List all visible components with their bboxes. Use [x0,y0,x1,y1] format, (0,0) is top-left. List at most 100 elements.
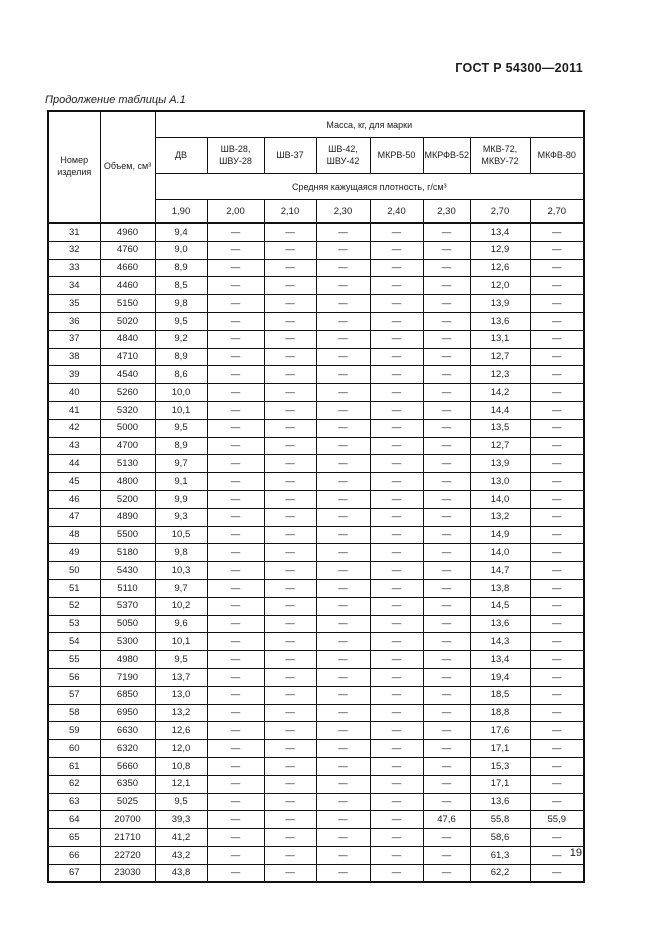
table-row: 38 4710 8,9— — — — —12,7— [47,347,585,367]
item-number-cell: 33 [47,258,101,278]
mass-cell: 8,9 [154,436,208,456]
mass-cell: — [422,721,471,741]
volume-cell: 20700 [99,810,156,830]
mass-cell: — [422,756,471,776]
mass-cell: 10,5 [154,525,208,545]
mass-cell: — [263,792,317,812]
mass-cell: 14,4 [469,400,531,420]
table-row: 57 6850 13,0— — — — —18,5— [47,685,585,705]
mass-cell: 10,8 [154,756,208,776]
mass-cell: 8,9 [154,347,208,367]
mass-cell: 43,8 [154,863,208,883]
table-row: 35 5150 9,8— — — — —13,9— [47,294,585,313]
table-row: 40 5260 10,0— — — — —14,2— [47,383,585,402]
mass-cell: — [315,347,371,367]
mass-cell: 14,3 [469,632,531,652]
volume-cell: 5000 [99,418,156,438]
mass-cell: — [369,400,424,420]
item-number-cell: 53 [47,614,101,634]
mass-cell: 13,6 [469,614,531,634]
mass-cell: — [422,276,471,296]
mass-cell: — [315,650,371,669]
item-number-cell: 48 [47,525,101,545]
item-number-cell: 45 [47,472,101,491]
volume-cell: 5200 [99,489,156,509]
mass-cell: — [422,383,471,402]
mass-cell: 47,6 [422,810,471,830]
mass-cell: — [315,329,371,349]
mass-cell: — [369,792,424,812]
mass-cell: 8,5 [154,276,208,296]
mass-cell: — [315,365,371,385]
mass-cell: — [369,845,424,865]
mass-cell: — [529,632,585,652]
mass-cell: — [315,578,371,598]
mass-cell: 12,0 [469,276,531,296]
mass-cell: — [422,828,471,847]
mass-cell: 13,4 [469,221,531,242]
item-number-cell: 67 [47,863,101,883]
mass-cell: — [369,828,424,847]
mass-cell: 12,6 [469,258,531,278]
mass-cell: — [315,667,371,687]
mass-cell: 8,6 [154,365,208,385]
mass-cell: — [206,525,265,545]
mass-cell: — [369,543,424,563]
item-number-cell: 34 [47,276,101,296]
mass-cell: 58,6 [469,828,531,847]
table-body: 31 4960 9,4— — — — —13,4—32 4760 9,0— — — — —12,9—33… [47,221,585,883]
mass-cell: — [206,365,265,385]
mass-cell: — [369,365,424,385]
mass-cell: — [422,863,471,883]
mass-cell: — [422,258,471,278]
mass-cell: — [529,507,585,527]
mass-cell: — [422,329,471,349]
mass-cell: — [369,632,424,652]
mass-cell: — [369,489,424,509]
brand-header: ШВ-28, ШВУ-28 [206,137,265,174]
mass-cell: — [315,756,371,776]
mass-cell: — [315,863,371,883]
mass-cell: — [206,507,265,527]
volume-cell: 5180 [99,543,156,563]
mass-cell: 12,0 [154,739,208,758]
mass-cell: — [263,347,317,367]
mass-cell: — [529,650,585,669]
mass-cell: — [369,667,424,687]
mass-cell: — [263,329,317,349]
item-number-cell: 60 [47,739,101,758]
mass-cell: — [422,454,471,474]
mass-cell: 13,5 [469,418,531,438]
volume-cell: 5050 [99,614,156,634]
mass-cell: 10,2 [154,596,208,616]
mass-cell: — [206,472,265,491]
mass-cell: — [206,489,265,509]
mass-cell: — [206,756,265,776]
mass-cell: 9,5 [154,311,208,331]
mass-cell: — [263,400,317,420]
mass-cell: — [369,347,424,367]
volume-cell: 4700 [99,436,156,456]
mass-cell: — [529,667,585,687]
item-number-cell: 51 [47,578,101,598]
mass-cell: — [369,294,424,313]
mass-cell: 9,2 [154,329,208,349]
mass-cell: — [422,347,471,367]
mass-cell: — [529,721,585,741]
mass-cell: — [369,756,424,776]
item-number-cell: 52 [47,596,101,616]
table-row: 66 22720 43,2— — — — —61,3— [47,845,585,865]
mass-cell: 9,3 [154,507,208,527]
mass-cell: 13,2 [469,507,531,527]
table-row: 32 4760 9,0— — — — —12,9— [47,240,585,260]
mass-cell: — [315,418,371,438]
mass-cell: — [263,828,317,847]
mass-cell: — [369,561,424,580]
mass-cell: 9,7 [154,578,208,598]
item-number-cell: 31 [47,221,101,242]
brand-header: МКВ-72, МКВУ-72 [469,137,531,174]
mass-cell: 14,0 [469,543,531,563]
mass-cell: — [529,685,585,705]
brand-header: ШВ-37 [263,137,317,174]
volume-cell: 4540 [99,365,156,385]
